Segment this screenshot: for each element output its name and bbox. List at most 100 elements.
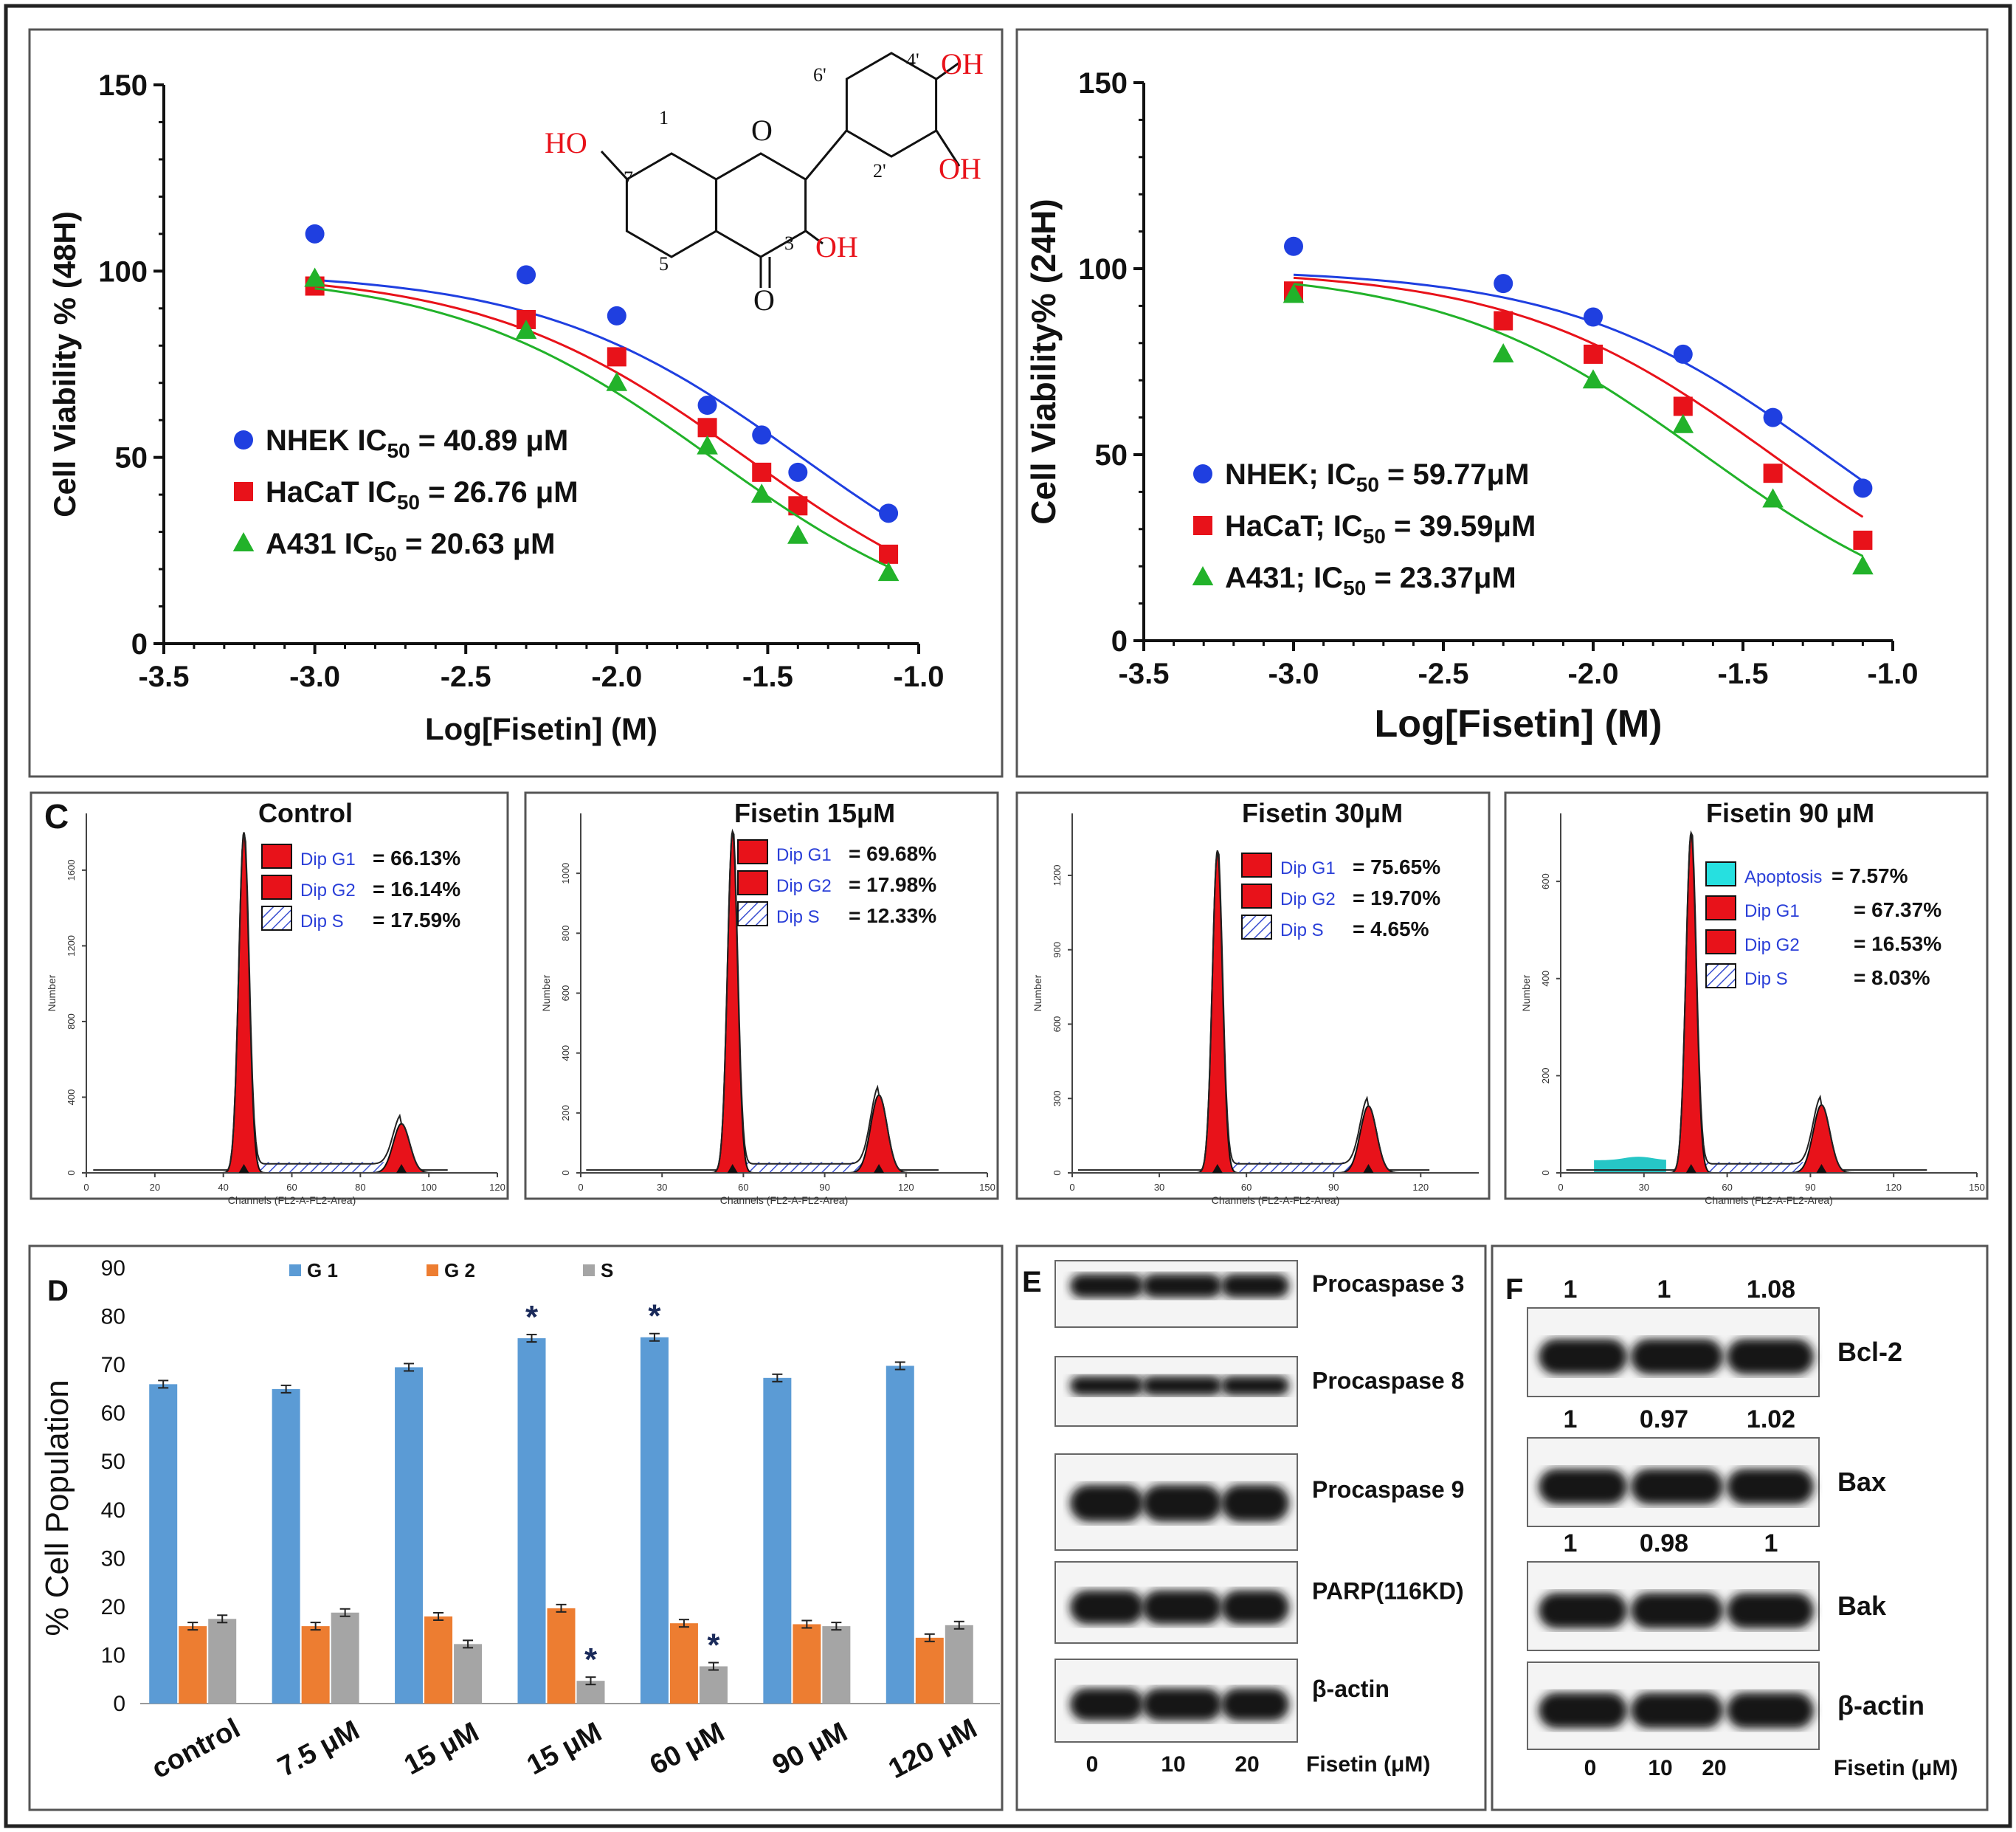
blot-f-row-1-band xyxy=(1727,1469,1814,1504)
x-tick-label: 0 xyxy=(83,1182,89,1193)
bond xyxy=(805,230,824,245)
data-point xyxy=(1494,311,1513,331)
x-tick-label: 60 xyxy=(738,1182,748,1193)
band-label: Procaspase 3 xyxy=(1312,1270,1464,1297)
x-tick-label: 120 xyxy=(1885,1182,1902,1193)
bond xyxy=(935,130,961,167)
data-point xyxy=(607,347,626,367)
x-axis-title: Log[Fisetin] (M) xyxy=(1375,703,1663,745)
structure-label: 6' xyxy=(813,64,826,86)
blot-e: E Procaspase 3 Procaspase 8 Procaspase 9 PAR… xyxy=(1022,1260,1464,1777)
peak-marker xyxy=(1816,1164,1827,1173)
y-tick-label: 200 xyxy=(1540,1068,1551,1084)
bar xyxy=(669,1623,698,1704)
x-tick-label: 150 xyxy=(979,1182,995,1193)
panel-d-frame xyxy=(28,1244,1004,1811)
histogram-title: Fisetin 30μM xyxy=(1242,798,1403,828)
s-phase-region xyxy=(244,1162,402,1173)
blot-f-row-3-band xyxy=(1631,1692,1723,1729)
blot-f-row-0-band xyxy=(1539,1339,1627,1374)
legend-swatch xyxy=(583,1264,595,1276)
histogram-title: Control xyxy=(258,798,353,828)
y-tick-label: 150 xyxy=(98,69,148,102)
legend-entry: NHEK; IC50 = 59.77μM xyxy=(1225,458,1529,496)
apoptosis-region xyxy=(1594,1157,1666,1173)
x-tick-label: 0 xyxy=(1558,1182,1563,1193)
legend-label: Dip G2 xyxy=(300,881,356,900)
data-point xyxy=(1673,344,1693,364)
lane-label: 20 xyxy=(1235,1752,1259,1777)
structure-label: 3 xyxy=(784,233,794,254)
legend-label: Dip S xyxy=(300,912,344,932)
legend-entry: HaCaT IC50 = 26.76 μM xyxy=(266,476,579,514)
bar xyxy=(454,1644,483,1704)
data-point xyxy=(1582,369,1604,389)
bar xyxy=(395,1367,424,1704)
peak-marker xyxy=(238,1164,249,1173)
blot-f-row-1-band xyxy=(1631,1469,1723,1504)
y-tick-label: 0 xyxy=(560,1170,571,1175)
bar xyxy=(763,1377,792,1704)
x-axis-title: Fisetin (μM) xyxy=(1306,1752,1430,1777)
legend-swatch xyxy=(1705,929,1736,954)
data-point xyxy=(1494,274,1513,294)
x-axis-title: Channels (FL2-A-FL2-Area) xyxy=(1705,1194,1833,1206)
x-tick-label: 90 xyxy=(1805,1182,1815,1193)
data-point xyxy=(697,396,717,416)
legend-swatch xyxy=(261,906,292,931)
histogram-frame-0 xyxy=(30,791,509,1200)
y-tick-label: 70 xyxy=(101,1353,125,1377)
blot-e-row-3-band xyxy=(1070,1590,1144,1625)
blot-f-row-0-band xyxy=(1727,1339,1814,1374)
legend-swatch xyxy=(261,844,292,869)
y-tick-label: 0 xyxy=(113,1692,125,1716)
dose-response-chart-B: 0 50 100 150 -3.5 -3.0 -2.5 -2.0 -1.5 -1.0 Log[Fis… xyxy=(1024,67,1918,745)
histogram-frame-2 xyxy=(1015,791,1491,1200)
panel-f-frame xyxy=(1491,1244,1989,1811)
bar xyxy=(272,1388,300,1704)
fit-curve-2 xyxy=(314,287,889,568)
legend-value: = 17.59% xyxy=(373,909,460,932)
y-tick-label: 20 xyxy=(101,1595,125,1619)
y-axis-title: Number xyxy=(540,974,552,1011)
panel-b-frame xyxy=(1015,28,1989,778)
s-phase-region xyxy=(1217,1162,1369,1173)
data-point xyxy=(517,265,536,285)
data-point xyxy=(752,462,772,482)
histogram-envelope xyxy=(586,828,939,1171)
data-point xyxy=(606,371,628,391)
data-point xyxy=(1283,283,1305,303)
legend-value: = 66.13% xyxy=(373,847,460,869)
bar xyxy=(945,1625,973,1704)
x-tick-label: 60 xyxy=(286,1182,297,1193)
blot-f-row-1-band xyxy=(1539,1469,1627,1504)
blot-f: F Bcl-2 Bax Bak β-actin 1 1 1.08 1 0.97 1.02 1 0.98 1… xyxy=(1505,1273,1958,1780)
blot-e-row-1-band xyxy=(1142,1376,1222,1396)
bond xyxy=(600,150,629,181)
legend-value: = 4.65% xyxy=(1353,917,1429,940)
blot-e-row-0-band xyxy=(1142,1274,1222,1298)
legend-value: = 7.57% xyxy=(1832,864,1908,887)
y-tick-label: 400 xyxy=(1540,971,1551,987)
legend-value: = 19.70% xyxy=(1353,886,1440,909)
legend-value: = 75.65% xyxy=(1353,855,1440,878)
band-label: PARP(116KD) xyxy=(1312,1577,1464,1604)
y-tick-label: 0 xyxy=(131,628,148,661)
panel-label-c: C xyxy=(44,797,69,836)
histogram-envelope xyxy=(1566,830,1927,1171)
data-point xyxy=(750,483,773,503)
bar xyxy=(301,1626,330,1704)
panel-a-frame xyxy=(28,28,1004,778)
x-tick-label: 60 xyxy=(1241,1182,1252,1193)
x-tick-label: -2.0 xyxy=(591,661,642,693)
legend-label: Dip S xyxy=(1280,920,1324,940)
band-quant: 1 xyxy=(1564,1275,1578,1304)
peak-marker xyxy=(396,1164,407,1173)
x-axis-title: Log[Fisetin] (M) xyxy=(425,712,657,746)
y-tick-label: 200 xyxy=(560,1105,571,1121)
y-tick-label: 60 xyxy=(101,1402,125,1426)
legend-entry: A431 IC50 = 20.63 μM xyxy=(266,528,556,565)
structure-label: OH xyxy=(939,152,981,185)
data-point xyxy=(1853,530,1873,550)
